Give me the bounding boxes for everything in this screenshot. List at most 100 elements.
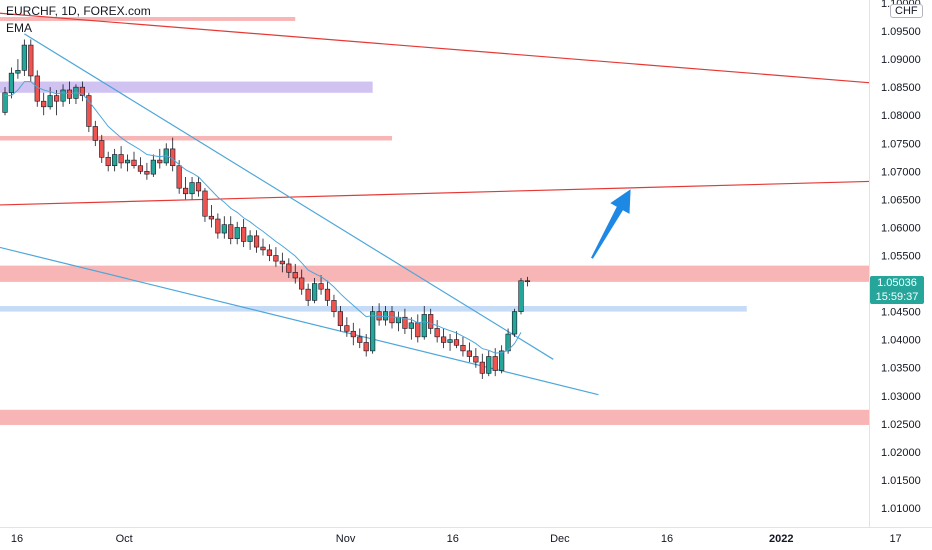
candle <box>447 334 453 351</box>
candle <box>524 276 531 287</box>
trendlines-layer <box>0 12 870 396</box>
candle-body-up <box>486 356 492 374</box>
support-zone-blue[interactable] <box>0 306 747 312</box>
time-tick-label: Nov <box>336 533 356 545</box>
candle <box>144 162 150 180</box>
candle-body-down <box>466 350 473 357</box>
candle <box>92 120 98 147</box>
candle <box>402 308 408 335</box>
candle <box>518 277 524 315</box>
candle-body-down <box>473 356 479 363</box>
bar-countdown: 15:59:37 <box>875 291 919 303</box>
price-tick-label: 1.03500 <box>881 363 921 375</box>
candle-body-down <box>479 361 485 374</box>
candle <box>118 146 124 169</box>
candle <box>266 244 273 262</box>
candle <box>350 322 356 346</box>
symbol-title[interactable]: EURCHF, 1D, FOREX.com <box>6 4 151 18</box>
candle-body-down <box>331 300 337 312</box>
candle-body-up <box>505 333 511 352</box>
candle-body-up <box>518 280 524 312</box>
candle-body-down <box>202 190 208 217</box>
falling-wedge-lower-line[interactable] <box>0 246 599 396</box>
last-price-badge: 1.05036 15:59:37 <box>870 276 924 304</box>
candle-body-down <box>86 95 92 127</box>
candle-body-down <box>363 342 369 352</box>
price-tick-label: 1.03000 <box>881 391 921 403</box>
candle-body-up <box>499 350 505 371</box>
candle-body-down <box>286 263 292 273</box>
candle-body-up <box>150 159 156 175</box>
candle-body-up <box>47 95 53 108</box>
projection-arrow[interactable] <box>591 189 631 259</box>
candle <box>363 334 369 357</box>
candle <box>440 328 447 349</box>
upper-falling-trendline[interactable] <box>0 12 870 84</box>
candle-body-up <box>511 311 518 335</box>
candle <box>318 275 324 295</box>
candle-body-up <box>221 224 227 234</box>
candle-body-down <box>28 44 34 77</box>
candle-body-down <box>170 148 176 167</box>
candle-body-down <box>428 314 434 329</box>
ema-indicator-label[interactable]: EMA <box>6 21 33 35</box>
candle-body-up <box>234 227 240 239</box>
candle-body-down <box>279 260 285 265</box>
resistance-zone-upper[interactable] <box>0 135 392 141</box>
candle-body-down <box>324 288 331 301</box>
time-tick-label: 16 <box>11 533 23 545</box>
candle <box>47 87 53 110</box>
candle-body-down <box>492 356 498 371</box>
rising-resistance-trendline[interactable] <box>0 180 870 206</box>
candle <box>299 269 305 295</box>
candle <box>408 317 414 340</box>
candle <box>34 70 40 107</box>
resistance-zone-current[interactable] <box>0 265 869 282</box>
candle <box>195 176 202 197</box>
ema-layer <box>5 81 522 354</box>
candle <box>79 81 85 102</box>
candle <box>253 230 260 253</box>
candle-body-down <box>350 330 356 338</box>
candle <box>305 283 311 306</box>
time-tick-label: Dec <box>550 533 570 545</box>
time-axis[interactable]: 16OctNov16Dec16202217Feb14Mar <box>11 533 932 545</box>
candle <box>2 87 8 116</box>
candle <box>189 176 195 200</box>
candle-body-down <box>273 255 279 262</box>
price-tick-label: 1.01500 <box>881 475 921 487</box>
ema-line[interactable] <box>5 81 522 354</box>
candle <box>86 92 92 133</box>
zones-layer <box>0 17 869 425</box>
candle <box>137 157 144 175</box>
candle-body-down <box>402 316 408 329</box>
candle-body-down <box>524 280 531 283</box>
candle <box>15 59 21 79</box>
candle-body-down <box>195 182 202 192</box>
candle-body-up <box>311 283 318 301</box>
price-tick-label: 1.02000 <box>881 447 921 459</box>
falling-wedge-upper-line[interactable] <box>24 33 554 360</box>
candle-body-down <box>337 311 344 326</box>
resistance-zone-top[interactable] <box>0 17 296 21</box>
candle-body-down <box>105 157 111 167</box>
candle <box>337 306 344 332</box>
price-tick-label: 1.01000 <box>881 503 921 515</box>
candle-body-down <box>241 227 247 242</box>
supply-zone-purple[interactable] <box>0 81 373 93</box>
candle-body-down <box>79 86 85 96</box>
price-tick-label: 1.09000 <box>881 54 921 66</box>
currency-badge[interactable]: CHF <box>890 4 923 18</box>
price-axis[interactable]: 1.01000 1.01500 1.02000 1.02500 1.03000 1.035… <box>881 0 921 515</box>
price-tick-label: 1.02500 <box>881 419 921 431</box>
candle <box>260 238 266 256</box>
candle-body-down <box>344 325 350 332</box>
candle <box>344 317 350 337</box>
candle-body-down <box>228 224 234 239</box>
price-tick-label: 1.07000 <box>881 166 921 178</box>
candle <box>99 134 105 163</box>
price-tick-label: 1.06500 <box>881 194 921 206</box>
support-zone-bottom[interactable] <box>0 409 869 425</box>
price-tick-label: 1.08500 <box>881 82 921 94</box>
